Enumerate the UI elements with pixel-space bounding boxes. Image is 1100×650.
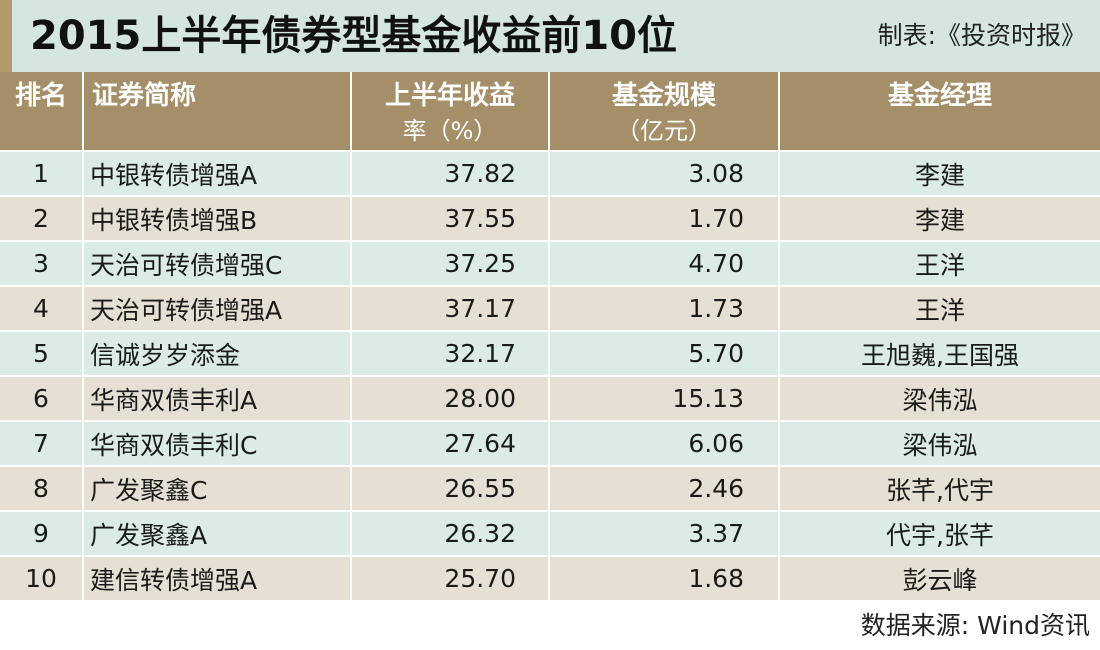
- cell-rank: 3: [0, 240, 84, 286]
- header-return-unit: 率（%）: [402, 117, 498, 145]
- fund-ranking-table-wrap: 排名 证券简称 上半年收益 率（%） 基金规模 （亿元） 基金经理 1 中银转债增…: [0, 72, 1100, 600]
- cell-rank: 5: [0, 330, 84, 376]
- cell-fund-size: 6.06: [549, 420, 780, 466]
- cell-fund-name: 华商双债丰利A: [83, 375, 352, 421]
- cell-return: 26.32: [351, 510, 550, 556]
- table-row: 9 广发聚鑫A 26.32 3.37 代宇,张芊: [0, 510, 1100, 556]
- table-row: 1 中银转债增强A 37.82 3.08 李建: [0, 150, 1100, 196]
- cell-fund-size: 1.68: [549, 555, 780, 600]
- cell-fund-size: 1.70: [549, 195, 780, 241]
- cell-manager: 李建: [779, 195, 1100, 241]
- chart-title: 2015上半年债券型基金收益前10位: [30, 13, 677, 59]
- cell-fund-size: 2.46: [549, 465, 780, 511]
- cell-manager: 代宇,张芊: [779, 510, 1100, 556]
- cell-return: 37.55: [351, 195, 550, 241]
- cell-return: 26.55: [351, 465, 550, 511]
- table-row: 2 中银转债增强B 37.55 1.70 李建: [0, 195, 1100, 241]
- cell-manager: 梁伟泓: [779, 420, 1100, 466]
- table-row: 3 天治可转债增强C 37.25 4.70 王洋: [0, 240, 1100, 286]
- header-manager-label: 基金经理: [887, 81, 992, 111]
- cell-return: 28.00: [351, 375, 550, 421]
- cell-fund-size: 3.37: [549, 510, 780, 556]
- cell-fund-name: 天治可转债增强A: [83, 285, 352, 331]
- cell-fund-size: 4.70: [549, 240, 780, 286]
- table-row: 5 信诚岁岁添金 32.17 5.70 王旭巍,王国强: [0, 330, 1100, 376]
- cell-fund-name: 中银转债增强A: [83, 150, 352, 196]
- cell-rank: 4: [0, 285, 84, 331]
- cell-fund-name: 广发聚鑫C: [83, 465, 352, 511]
- header-fund-name: 证券简称: [83, 72, 352, 151]
- cell-rank: 10: [0, 555, 84, 600]
- header-fund-size-unit: （亿元）: [616, 117, 712, 145]
- table-header: 排名 证券简称 上半年收益 率（%） 基金规模 （亿元） 基金经理: [0, 72, 1100, 151]
- data-source-note: 数据来源: Wind资讯: [860, 611, 1090, 640]
- cell-return: 37.17: [351, 285, 550, 331]
- cell-fund-size: 5.70: [549, 330, 780, 376]
- title-bar: 2015上半年债券型基金收益前10位 制表:《投资时报》: [0, 0, 1100, 72]
- header-fund-name-label: 证券简称: [92, 81, 197, 111]
- cell-fund-name: 华商双债丰利C: [83, 420, 352, 466]
- cell-return: 37.82: [351, 150, 550, 196]
- header-return-label: 上半年收益: [384, 81, 515, 111]
- cell-return: 25.70: [351, 555, 550, 600]
- cell-manager: 张芊,代宇: [779, 465, 1100, 511]
- table-row: 8 广发聚鑫C 26.55 2.46 张芊,代宇: [0, 465, 1100, 511]
- cell-return: 37.25: [351, 240, 550, 286]
- header-fund-size: 基金规模 （亿元）: [549, 72, 780, 151]
- cell-fund-name: 信诚岁岁添金: [83, 330, 352, 376]
- cell-rank: 6: [0, 375, 84, 421]
- table-row: 4 天治可转债增强A 37.17 1.73 王洋: [0, 285, 1100, 331]
- cell-rank: 1: [0, 150, 84, 196]
- cell-return: 32.17: [351, 330, 550, 376]
- cell-fund-name: 建信转债增强A: [83, 555, 352, 600]
- table-row: 6 华商双债丰利A 28.00 15.13 梁伟泓: [0, 375, 1100, 421]
- cell-rank: 9: [0, 510, 84, 556]
- cell-manager: 李建: [779, 150, 1100, 196]
- cell-manager: 王洋: [779, 285, 1100, 331]
- cell-manager: 王洋: [779, 240, 1100, 286]
- table-body: 1 中银转债增强A 37.82 3.08 李建 2 中银转债增强B 37.55 1.70 李建 3 天…: [0, 150, 1100, 600]
- header-rank-label: 排名: [14, 81, 67, 111]
- table-maker-credit: 制表:《投资时报》: [877, 21, 1086, 50]
- cell-fund-size: 1.73: [549, 285, 780, 331]
- header-rank: 排名: [0, 72, 84, 151]
- cell-manager: 王旭巍,王国强: [779, 330, 1100, 376]
- cell-fund-size: 15.13: [549, 375, 780, 421]
- fund-ranking-table: 排名 证券简称 上半年收益 率（%） 基金规模 （亿元） 基金经理 1 中银转债增…: [0, 72, 1100, 600]
- cell-fund-size: 3.08: [549, 150, 780, 196]
- cell-return: 27.64: [351, 420, 550, 466]
- title-accent-bar: [0, 0, 12, 72]
- cell-manager: 彭云峰: [779, 555, 1100, 600]
- cell-manager: 梁伟泓: [779, 375, 1100, 421]
- cell-rank: 7: [0, 420, 84, 466]
- cell-fund-name: 中银转债增强B: [83, 195, 352, 241]
- header-row: 排名 证券简称 上半年收益 率（%） 基金规模 （亿元） 基金经理: [0, 72, 1100, 151]
- cell-rank: 2: [0, 195, 84, 241]
- table-row: 10 建信转债增强A 25.70 1.68 彭云峰: [0, 555, 1100, 600]
- cell-rank: 8: [0, 465, 84, 511]
- cell-fund-name: 广发聚鑫A: [83, 510, 352, 556]
- header-fund-size-label: 基金规模: [611, 81, 716, 111]
- header-manager: 基金经理: [779, 72, 1100, 151]
- table-row: 7 华商双债丰利C 27.64 6.06 梁伟泓: [0, 420, 1100, 466]
- header-return: 上半年收益 率（%）: [351, 72, 550, 151]
- cell-fund-name: 天治可转债增强C: [83, 240, 352, 286]
